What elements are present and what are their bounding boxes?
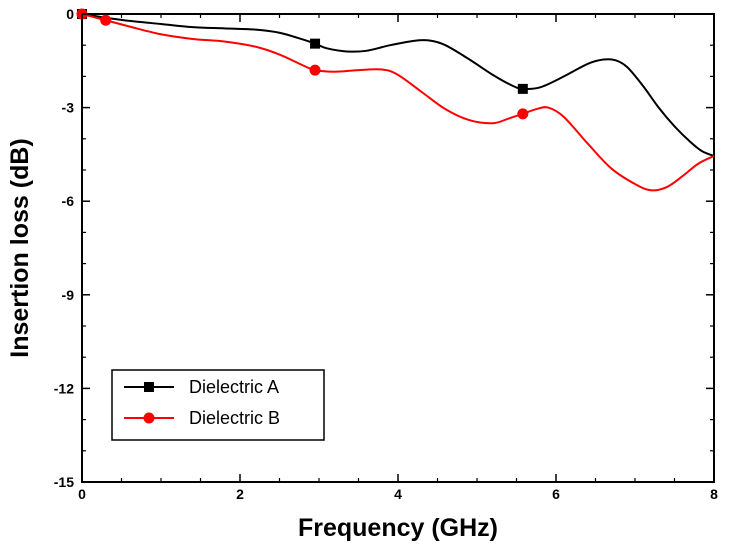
y-tick-label: -12 bbox=[54, 380, 74, 396]
series-dielectric-a bbox=[82, 14, 714, 157]
tick-labels: 0 2 4 6 8 0 -3 -6 -9 -12 -15 bbox=[54, 6, 718, 502]
x-axis-title: Frequency (GHz) bbox=[298, 514, 498, 542]
x-tick-label: 8 bbox=[710, 486, 718, 502]
series-line-dielectric-a bbox=[82, 14, 714, 157]
legend-label-dielectric-b: Dielectric B bbox=[189, 408, 280, 428]
marker-dielectric-a-2 bbox=[517, 83, 528, 94]
y-tick-label: -6 bbox=[62, 193, 75, 209]
x-tick-label: 2 bbox=[236, 486, 244, 502]
marker-dielectric-b-2 bbox=[309, 64, 321, 76]
y-tick-label: -15 bbox=[54, 474, 74, 490]
x-tick-label: 6 bbox=[552, 486, 560, 502]
y-tick-label: -3 bbox=[62, 100, 75, 116]
marker-dielectric-b-1 bbox=[100, 14, 112, 26]
y-tick-label: -9 bbox=[62, 287, 75, 303]
marker-dielectric-a-1 bbox=[310, 38, 321, 49]
series-dielectric-b bbox=[82, 14, 714, 192]
series-line-dielectric-b bbox=[82, 14, 714, 192]
marker-dielectric-b-3 bbox=[517, 108, 529, 120]
legend-box bbox=[111, 369, 325, 441]
y-axis-title: Insertion loss (dB) bbox=[6, 138, 34, 357]
legend-marker-dielectric-b bbox=[143, 412, 155, 424]
x-tick-label: 0 bbox=[78, 486, 86, 502]
x-tick-label: 4 bbox=[394, 486, 402, 502]
legend-marker-dielectric-a bbox=[144, 382, 154, 392]
legend: Dielectric A Dielectric B bbox=[111, 369, 325, 441]
legend-label-dielectric-a: Dielectric A bbox=[189, 377, 279, 397]
axis-ticks bbox=[81, 13, 715, 483]
y-tick-label: 0 bbox=[66, 6, 74, 22]
